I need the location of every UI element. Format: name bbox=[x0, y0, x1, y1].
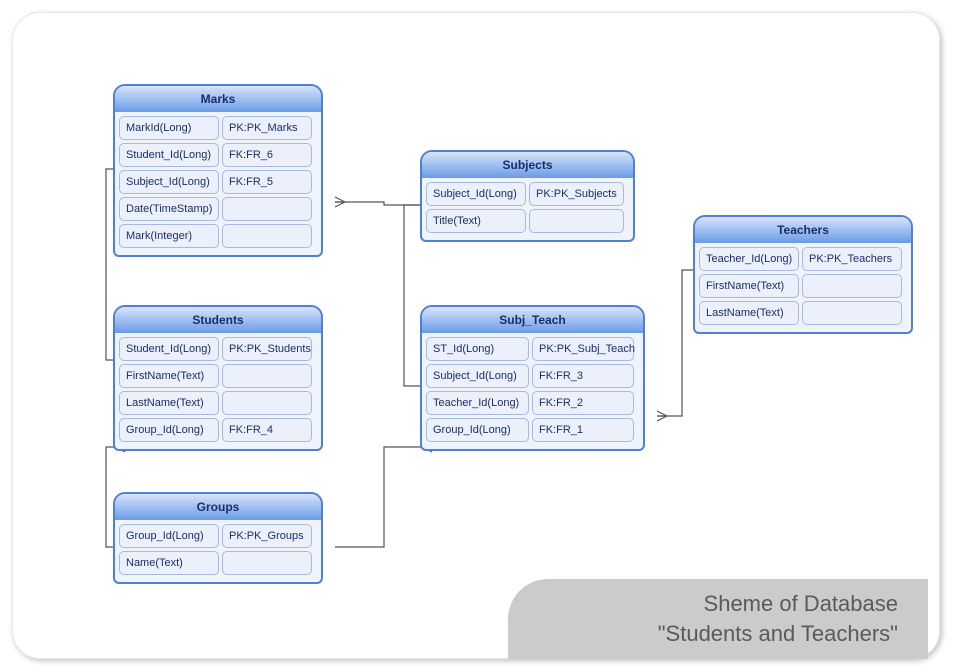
entity-row: Teacher_Id(Long)FK:FR_2 bbox=[426, 391, 639, 415]
field-key-cell: PK:PK_Subj_Teach bbox=[532, 337, 634, 361]
field-name-cell: Subject_Id(Long) bbox=[426, 364, 529, 388]
field-key-cell bbox=[222, 551, 312, 575]
field-key-cell: FK:FR_4 bbox=[222, 418, 312, 442]
field-key-cell: PK:PK_Groups bbox=[222, 524, 312, 548]
field-key-cell: PK:PK_Students bbox=[222, 337, 312, 361]
field-name-cell: LastName(Text) bbox=[699, 301, 799, 325]
entity-row: FirstName(Text) bbox=[699, 274, 907, 298]
field-key-cell: PK:PK_Marks bbox=[222, 116, 312, 140]
crowfoot-icon bbox=[657, 411, 667, 421]
field-key-cell: FK:FR_1 bbox=[532, 418, 634, 442]
entity-title: Groups bbox=[115, 494, 321, 520]
entity-marks: MarksMarkId(Long)PK:PK_MarksStudent_Id(L… bbox=[113, 84, 323, 257]
entity-row: Teacher_Id(Long)PK:PK_Teachers bbox=[699, 247, 907, 271]
entity-row: Name(Text) bbox=[119, 551, 317, 575]
entity-row: Student_Id(Long)PK:PK_Students bbox=[119, 337, 317, 361]
field-key-cell bbox=[222, 197, 312, 221]
caption-line-1: Sheme of Database bbox=[704, 589, 898, 619]
entity-body: Teacher_Id(Long)PK:PK_TeachersFirstName(… bbox=[695, 243, 911, 332]
field-key-cell bbox=[802, 301, 902, 325]
field-key-cell: FK:FR_3 bbox=[532, 364, 634, 388]
entity-body: MarkId(Long)PK:PK_MarksStudent_Id(Long)F… bbox=[115, 112, 321, 255]
entity-subj_teach: Subj_TeachST_Id(Long)PK:PK_Subj_TeachSub… bbox=[420, 305, 645, 451]
entity-title: Marks bbox=[115, 86, 321, 112]
field-key-cell: PK:PK_Subjects bbox=[529, 182, 624, 206]
field-name-cell: ST_Id(Long) bbox=[426, 337, 529, 361]
field-name-cell: FirstName(Text) bbox=[119, 364, 219, 388]
entity-row: Mark(Integer) bbox=[119, 224, 317, 248]
field-name-cell: FirstName(Text) bbox=[699, 274, 799, 298]
field-name-cell: Subject_Id(Long) bbox=[426, 182, 526, 206]
field-key-cell: FK:FR_6 bbox=[222, 143, 312, 167]
entity-title: Students bbox=[115, 307, 321, 333]
entity-groups: GroupsGroup_Id(Long)PK:PK_GroupsName(Tex… bbox=[113, 492, 323, 584]
field-name-cell: Date(TimeStamp) bbox=[119, 197, 219, 221]
entity-students: StudentsStudent_Id(Long)PK:PK_StudentsFi… bbox=[113, 305, 323, 451]
entity-row: LastName(Text) bbox=[119, 391, 317, 415]
field-name-cell: MarkId(Long) bbox=[119, 116, 219, 140]
field-key-cell: PK:PK_Teachers bbox=[802, 247, 902, 271]
connector-subjects-to-marks bbox=[335, 202, 432, 205]
field-key-cell: FK:FR_2 bbox=[532, 391, 634, 415]
diagram-frame: MarksMarkId(Long)PK:PK_MarksStudent_Id(L… bbox=[12, 12, 940, 659]
connector-groups-to-subjteach bbox=[335, 447, 432, 547]
field-name-cell: Group_Id(Long) bbox=[119, 418, 219, 442]
entity-row: Student_Id(Long)FK:FR_6 bbox=[119, 143, 317, 167]
entity-title: Subj_Teach bbox=[422, 307, 643, 333]
entity-row: Date(TimeStamp) bbox=[119, 197, 317, 221]
caption-block: Sheme of Database "Students and Teachers… bbox=[508, 579, 928, 659]
field-name-cell: Group_Id(Long) bbox=[426, 418, 529, 442]
field-key-cell bbox=[222, 364, 312, 388]
field-name-cell: Name(Text) bbox=[119, 551, 219, 575]
field-name-cell: Group_Id(Long) bbox=[119, 524, 219, 548]
entity-row: Subject_Id(Long)FK:FR_3 bbox=[426, 364, 639, 388]
field-name-cell: Student_Id(Long) bbox=[119, 143, 219, 167]
field-key-cell bbox=[222, 224, 312, 248]
entity-subjects: SubjectsSubject_Id(Long)PK:PK_SubjectsTi… bbox=[420, 150, 635, 242]
entity-body: ST_Id(Long)PK:PK_Subj_TeachSubject_Id(Lo… bbox=[422, 333, 643, 449]
entity-row: Group_Id(Long)FK:FR_4 bbox=[119, 418, 317, 442]
caption-line-2: "Students and Teachers" bbox=[658, 619, 898, 649]
field-name-cell: LastName(Text) bbox=[119, 391, 219, 415]
entity-row: FirstName(Text) bbox=[119, 364, 317, 388]
entity-body: Student_Id(Long)PK:PK_StudentsFirstName(… bbox=[115, 333, 321, 449]
crowfoot-icon bbox=[335, 197, 345, 207]
field-name-cell: Teacher_Id(Long) bbox=[699, 247, 799, 271]
entity-row: Subject_Id(Long)FK:FR_5 bbox=[119, 170, 317, 194]
entity-row: LastName(Text) bbox=[699, 301, 907, 325]
field-name-cell: Title(Text) bbox=[426, 209, 526, 233]
field-key-cell bbox=[529, 209, 624, 233]
field-name-cell: Mark(Integer) bbox=[119, 224, 219, 248]
entity-row: Group_Id(Long)FK:FR_1 bbox=[426, 418, 639, 442]
field-name-cell: Teacher_Id(Long) bbox=[426, 391, 529, 415]
field-key-cell bbox=[222, 391, 312, 415]
field-name-cell: Student_Id(Long) bbox=[119, 337, 219, 361]
entity-body: Group_Id(Long)PK:PK_GroupsName(Text) bbox=[115, 520, 321, 582]
entity-row: Title(Text) bbox=[426, 209, 629, 233]
field-key-cell: FK:FR_5 bbox=[222, 170, 312, 194]
entity-body: Subject_Id(Long)PK:PK_SubjectsTitle(Text… bbox=[422, 178, 633, 240]
entity-row: MarkId(Long)PK:PK_Marks bbox=[119, 116, 317, 140]
entity-row: Subject_Id(Long)PK:PK_Subjects bbox=[426, 182, 629, 206]
field-name-cell: Subject_Id(Long) bbox=[119, 170, 219, 194]
field-key-cell bbox=[802, 274, 902, 298]
entity-row: ST_Id(Long)PK:PK_Subj_Teach bbox=[426, 337, 639, 361]
entity-teachers: TeachersTeacher_Id(Long)PK:PK_TeachersFi… bbox=[693, 215, 913, 334]
entity-row: Group_Id(Long)PK:PK_Groups bbox=[119, 524, 317, 548]
entity-title: Teachers bbox=[695, 217, 911, 243]
entity-title: Subjects bbox=[422, 152, 633, 178]
